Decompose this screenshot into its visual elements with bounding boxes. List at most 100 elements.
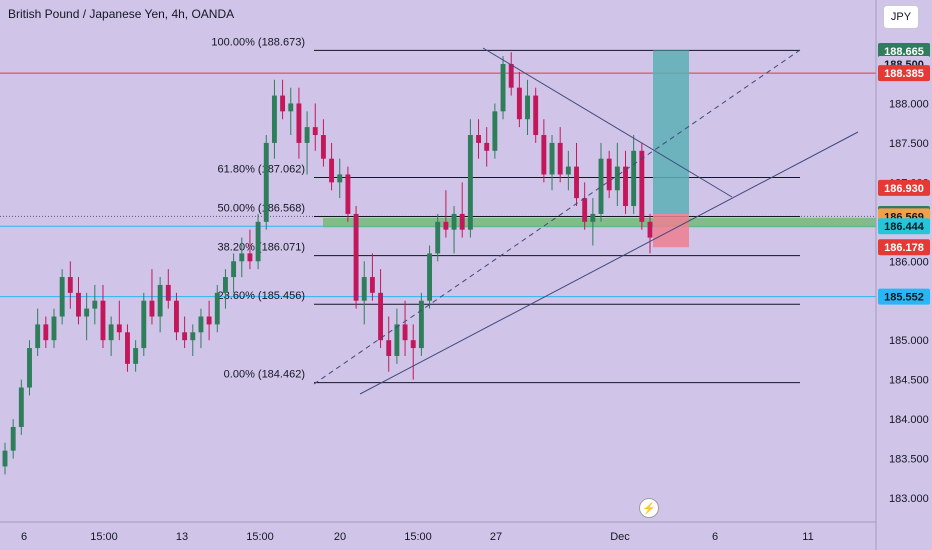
price-tag-label: 186.178 [884,242,924,254]
candle-body [239,253,245,262]
candle-body [606,158,612,191]
candle-body [525,95,530,120]
candle-body [500,64,506,112]
price-tag-bg [878,239,930,256]
candle-body [149,300,155,317]
candle-body [639,150,645,222]
candle-body [43,324,49,341]
price-axis[interactable]: 183.000 183.500 184.000 184.500 185.000 185.5… [875,0,929,550]
candle-body [18,387,24,427]
time-tick-label: 6 [21,531,27,543]
candle-body [418,300,424,349]
price-tag-bg [878,218,930,235]
price-tag-bg [878,42,930,59]
candle-body [222,277,228,293]
fib-level-label: 23.60% (185.456) [218,290,305,302]
candle-body [190,332,196,341]
candle-body [476,135,481,143]
candle-body [116,324,122,333]
fib-level-label: 0.00% (184.462) [224,369,305,381]
price-tag: 186.444 [878,218,930,235]
candle-body [369,277,375,293]
candle-body [182,332,188,341]
price-tag: 188.385 [878,65,930,82]
candle-body [345,174,351,214]
position-boxes[interactable] [323,50,876,248]
candle-body [443,221,449,230]
candle-body [533,95,539,136]
price-tag: 186.178 [878,239,930,256]
price-tag-label: 186.444 [884,221,925,233]
price-tag: 188.665 [878,42,930,59]
candle-body [59,277,65,317]
fib-level-label: 61.80% (187.062) [218,163,305,175]
candle-body [288,103,294,112]
candle-body [565,166,571,175]
candle-body [141,300,147,349]
candle-body [100,300,106,341]
candle-body [157,284,163,317]
price-tag-label: 185.552 [884,292,924,304]
price-tick-label: 183.500 [889,454,929,466]
price-tick-label: 184.500 [889,375,929,387]
candle-body [10,426,16,451]
candle-body [598,158,604,214]
take-profit-box[interactable] [653,50,689,215]
price-tick-label: 184.000 [889,414,929,426]
candle-body [427,253,433,301]
fib-diagonal-line[interactable] [313,49,801,385]
candle-body [206,316,212,325]
ascending-trend-line[interactable] [359,131,859,395]
time-tick-label: 13 [176,531,188,543]
candle-body [484,142,490,151]
candle-body [492,111,498,151]
price-tags: 188.665188.500188.385186.930186.599186.5… [878,42,930,305]
price-tag-bg [878,288,930,305]
candle-body [125,332,130,364]
price-tick-label: 185.000 [889,335,929,347]
candle-body [304,127,310,143]
candle-body [516,87,522,120]
candle-body [402,324,408,341]
price-tick-label: 188.000 [889,98,929,110]
price-tag-label: 186.930 [884,183,924,195]
candle-body [312,127,318,136]
candle-body [263,142,269,222]
candle-body [214,292,220,325]
candle-body [247,253,253,262]
candle-body [329,158,335,183]
support-zone[interactable] [323,217,876,228]
candle-body [647,221,653,238]
candle-body [590,213,596,222]
price-tick-label: 186.000 [889,256,929,268]
candlestick-series [2,52,653,475]
time-tick-label: 20 [334,531,346,543]
candle-body [557,142,563,175]
trend-lines[interactable] [313,47,859,395]
time-tick-label: 27 [490,531,502,543]
chart-grid [0,72,876,298]
currency-button[interactable]: JPY [883,5,919,29]
time-tick-label: 15:00 [404,531,432,543]
time-axis[interactable]: 6 15:00 13 15:00 20 15:00 27 Dec 6 11 [0,521,876,543]
candle-body [353,213,359,301]
price-tick-label: 183.000 [889,493,929,505]
descending-trend-line[interactable] [482,47,733,198]
chart-title: British Pound / Japanese Yen, 4h, OANDA [8,7,235,21]
price-tag: 186.930 [878,179,930,196]
candle-body [174,300,179,333]
candle-body [92,300,98,309]
fibonacci-retracement[interactable]: 100.00% (188.673) 61.80% (187.062) 50.00% … [211,36,800,384]
candle-body [582,198,588,222]
candle-body [549,142,555,175]
lightning-alert-icon[interactable]: ⚡ [639,498,659,518]
candle-body [165,284,171,301]
price-tag: 185.552 [878,288,930,305]
candle-body [76,292,81,317]
candle-body [361,277,367,301]
time-tick-label: 6 [712,531,718,543]
fib-level-label: 50.00% (186.568) [218,202,305,214]
candle-body [280,95,286,112]
candle-body [231,261,237,278]
